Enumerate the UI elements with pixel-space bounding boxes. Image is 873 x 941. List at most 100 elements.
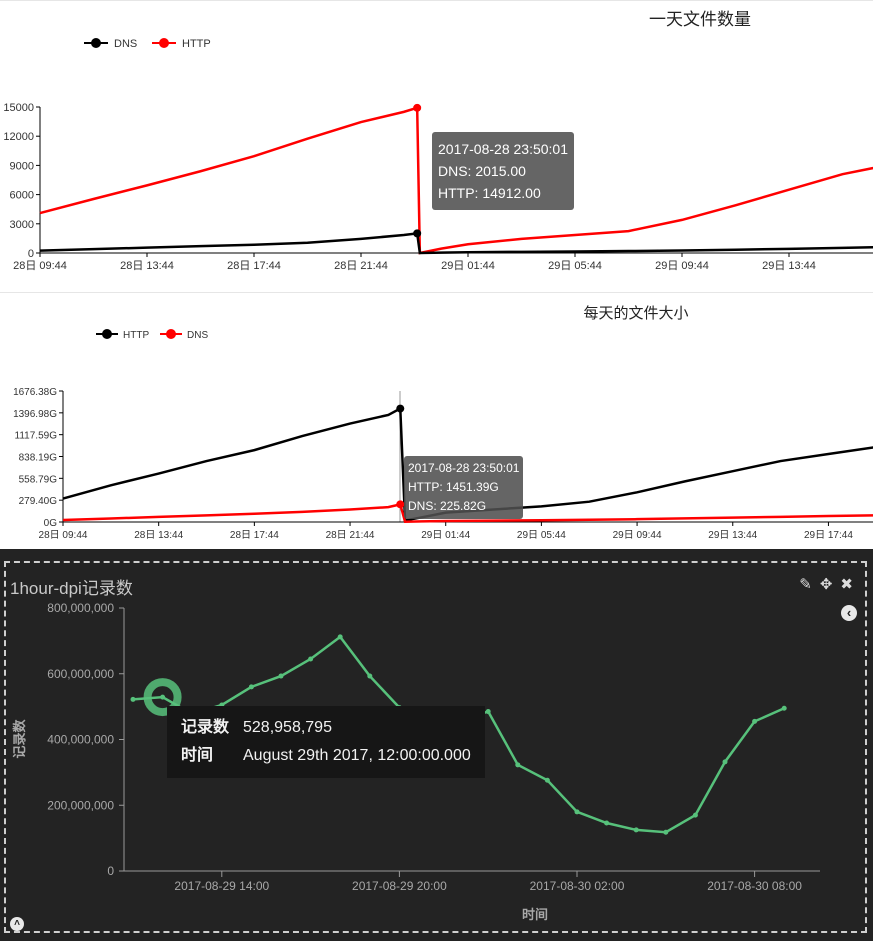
tooltip-dns: DNS: 225.82G [408,499,487,513]
data-point [574,809,580,815]
x-tick-label: 2017-08-30 08:00 [707,879,802,893]
expand-icon[interactable]: ˄ [10,917,24,931]
hover-point-http [413,103,422,112]
tooltip-key-time: 时间 [181,747,214,764]
x-tick-label: 2017-08-29 20:00 [352,879,447,893]
x-tick-label: 29日 01:44 [441,260,495,272]
hover-point-dns [396,500,405,509]
x-tick-label: 28日 21:44 [326,530,375,541]
x-tick-label: 28日 09:44 [13,260,67,272]
axes: 0 200,000,000 400,000,000 600,000,000 800,00… [12,601,820,922]
hover-point-http [396,404,405,413]
hover-highlight [143,678,182,717]
tooltip: 记录数 528,958,795 时间 August 29th 2017, 12:00… [167,706,485,778]
data-point [308,656,314,662]
y-tick-label: 400,000,000 [47,733,114,747]
x-tick-label: 29日 09:44 [613,530,662,541]
y-tick-label: 200,000,000 [47,798,114,812]
chart-title: 每天的文件大小 [583,305,688,322]
tooltip-value-time: August 29th 2017, 12:00:00.000 [243,747,471,764]
series-line-dns [39,231,873,255]
data-point [633,827,639,833]
tooltip-time: 2017-08-28 23:50:01 [438,141,568,157]
data-point [367,673,373,679]
axes: 0G 279.40G 558.79G 838.19G 1117.59G 1396.98G 1… [13,387,873,541]
data-point [692,812,698,818]
y-tick-label: 600,000,000 [47,667,114,681]
y-tick-label: 838.19G [19,453,58,464]
y-tick-label: 279.40G [19,496,58,507]
tooltip-dns: DNS: 2015.00 [438,163,526,179]
legend-http-label[interactable]: HTTP [123,330,149,341]
data-point [160,694,166,700]
y-tick-label: 1676.38G [13,387,57,398]
x-tick-label: 28日 09:44 [39,530,88,541]
tooltip-http: HTTP: 1451.39G [408,480,499,494]
x-tick-label: 29日 13:44 [708,530,757,541]
x-tick-label: 28日 21:44 [334,260,388,272]
y-tick-label: 15000 [3,102,34,114]
y-tick-label: 558.79G [19,474,58,485]
panel-toolbar: ✎✥✖ [799,575,861,593]
data-point [485,709,491,715]
collapse-legend-icon[interactable]: ‹ [841,605,857,621]
x-tick-label: 2017-08-29 14:00 [174,879,269,893]
data-point [604,820,610,826]
series-line-http [39,106,873,255]
legend-dns-label[interactable]: DNS [187,330,208,341]
data-point [752,718,758,724]
x-tick-label: 28日 17:44 [227,260,281,272]
y-tick-label: 800,000,000 [47,601,114,615]
edit-icon[interactable]: ✎ [799,576,820,593]
series-line-dns [62,502,873,523]
legend-http-marker [159,38,169,48]
file-size-panel: 每天的文件大小 HTTP DNS 0G 279.40G 558.79G 838.19G… [0,292,873,547]
close-icon[interactable]: ✖ [840,576,861,593]
data-point [663,829,669,835]
data-point [544,777,550,783]
y-tick-label: 0 [107,864,114,878]
x-tick-label: 28日 13:44 [120,260,174,272]
tooltip-time: 2017-08-28 23:50:01 [408,461,520,475]
y-tick-label: 12000 [3,131,34,143]
chart-title: 一天文件数量 [649,10,751,29]
y-axis-label: 记录数 [12,719,27,759]
file-count-chart: 一天文件数量 DNS HTTP 0 3000 6000 9000 12000 15000 2… [3,10,873,272]
file-count-panel: 一天文件数量 DNS HTTP 0 3000 6000 9000 12000 15000 2… [0,0,873,291]
legend-dns-marker [166,329,176,339]
tooltip-value-count: 528,958,795 [243,719,332,736]
legend-dns-marker [91,38,101,48]
legend-dns-label[interactable]: DNS [114,38,137,50]
y-tick-label: 3000 [10,219,34,231]
data-point [278,673,284,679]
y-tick-label: 0G [44,518,58,529]
x-tick-label: 28日 13:44 [134,530,183,541]
x-axis-label: 时间 [522,907,548,922]
data-point [130,696,136,702]
panel-title: 1hour-dpi记录数 [10,579,133,598]
y-tick-label: 9000 [10,160,34,172]
data-point [337,634,343,640]
x-tick-label: 29日 01:44 [421,530,470,541]
tooltip-key-count: 记录数 [181,719,230,736]
series [39,103,873,255]
hover-point-dns [413,229,422,238]
x-tick-label: 29日 05:44 [517,530,566,541]
tooltip: 2017-08-28 23:50:01 HTTP: 1451.39G DNS: … [404,456,524,519]
data-point [515,762,521,768]
legend-http-label[interactable]: HTTP [182,38,211,50]
y-tick-label: 1396.98G [13,409,57,420]
x-tick-label: 29日 09:44 [655,260,709,272]
data-point [722,759,728,765]
tooltip: 2017-08-28 23:50:01 DNS: 2015.00 HTTP: 1… [432,132,574,210]
panel-frame [4,561,867,933]
data-point [781,705,787,711]
x-tick-label: 29日 17:44 [804,530,853,541]
data-point [248,684,254,690]
legend[interactable]: DNS HTTP [84,38,211,50]
tooltip-http: HTTP: 14912.00 [438,185,541,201]
legend[interactable]: HTTP DNS [96,329,208,341]
y-tick-label: 0 [28,248,34,260]
move-icon[interactable]: ✥ [819,576,841,593]
y-tick-label: 6000 [10,190,34,202]
